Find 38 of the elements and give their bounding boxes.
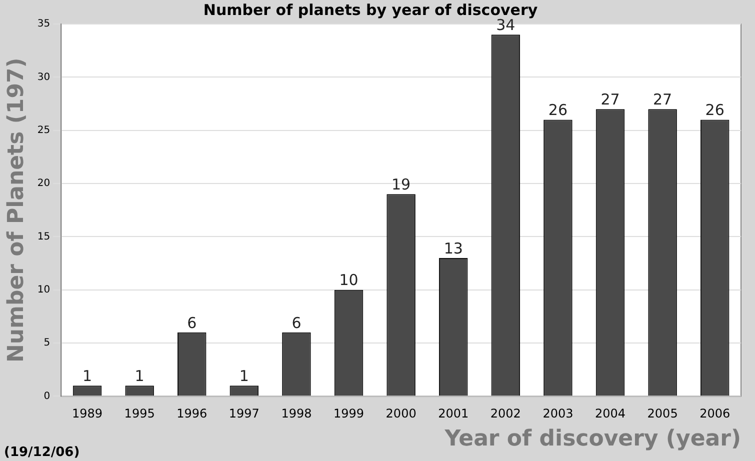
data-label: 13 [444, 239, 463, 258]
y-tick-label: 0 [44, 390, 50, 402]
x-tick-label: 2002 [490, 406, 521, 421]
y-tick-label: 10 [37, 284, 50, 296]
chart-title: Number of planets by year of discovery [203, 0, 538, 19]
data-label: 26 [548, 101, 568, 120]
x-tick-label: 1995 [124, 406, 155, 421]
y-axis-title: Number of Planets (197) [4, 58, 29, 363]
y-tick-label: 25 [37, 124, 50, 136]
x-tick-label: 2005 [647, 406, 678, 421]
y-tick-label: 15 [37, 231, 50, 242]
x-tick-label: 1997 [228, 406, 260, 421]
x-tick-label: 1989 [72, 406, 103, 421]
data-label: 6 [187, 314, 197, 332]
data-label: 27 [600, 90, 620, 108]
data-label: 10 [339, 271, 358, 290]
x-tick-label: 2003 [542, 406, 574, 421]
text: (19/12/06) [4, 444, 80, 460]
x-tick-label: 1999 [333, 406, 364, 421]
x-tick-label: 1996 [176, 406, 208, 421]
data-label: 1 [82, 366, 92, 385]
x-tick-label: 2004 [594, 406, 626, 421]
x-axis-title: Year of discovery (year) [444, 426, 741, 452]
data-label: 1 [134, 366, 144, 385]
data-label: 1 [239, 366, 249, 385]
data-label: 27 [653, 90, 672, 108]
y-tick-label: 5 [44, 338, 50, 349]
data-label: 34 [496, 16, 516, 34]
data-label: 6 [292, 314, 302, 332]
data-label: 19 [392, 176, 411, 194]
y-tick-label: 20 [37, 178, 50, 190]
y-tick-label: 35 [37, 18, 50, 30]
y-tick-label: 30 [37, 72, 50, 83]
data-label: 26 [705, 101, 724, 120]
x-tick-label: 2001 [438, 406, 469, 421]
x-tick-label: 2006 [700, 406, 730, 421]
x-tick-label: 1998 [281, 406, 312, 421]
x-tick-label: 2000 [386, 406, 416, 421]
